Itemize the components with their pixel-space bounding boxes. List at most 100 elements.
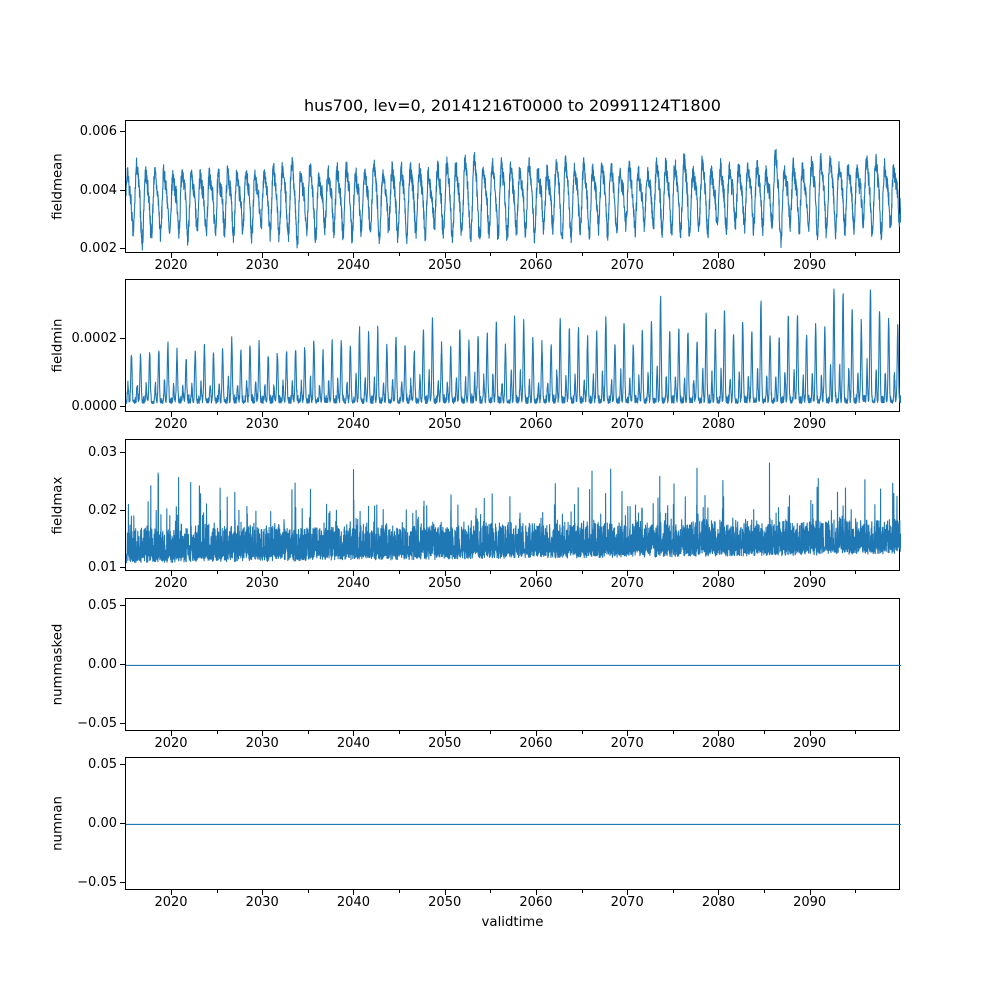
x-tick-label: 2070 [610,735,644,751]
y-tick-label: 0.002 [79,240,117,256]
x-minor-tick-mark [399,890,401,893]
x-tick-mark [444,730,446,736]
x-minor-tick-mark [764,571,766,575]
x-minor-tick-mark [490,730,492,734]
x-tick-mark [444,412,446,418]
x-minor-tick-mark [581,412,583,416]
figure-title: hus700, lev=0, 20141216T0000 to 20991124… [304,96,721,115]
y-tick-mark [120,882,125,884]
x-tick-mark [627,252,629,258]
y-tick-mark [120,509,125,511]
y-axis-label-fieldmax: fieldmax [50,476,66,534]
x-minor-tick-mark [581,252,583,256]
x-tick-label: 2060 [519,417,553,433]
y-tick-mark [120,405,125,407]
x-tick-label: 2020 [154,257,188,273]
x-minor-tick-mark [581,730,583,734]
x-tick-label: 2080 [701,576,735,592]
x-axis-label: validtime [481,915,544,930]
x-tick-label: 2020 [154,735,188,751]
x-tick-label: 2070 [610,257,644,273]
x-minor-tick-mark [307,890,309,893]
subplot-fieldmax [125,438,901,572]
y-tick-mark [120,604,125,606]
y-tick-mark [120,566,125,568]
subplot-fieldmin [125,279,901,413]
x-tick-mark [353,890,355,895]
x-minor-tick-mark [399,730,401,734]
y-tick-mark [120,338,125,340]
y-tick-label: 0.05 [88,597,117,613]
x-minor-tick-mark [399,252,401,256]
y-tick-mark [120,131,125,133]
x-minor-tick-mark [672,890,674,893]
x-tick-mark [718,252,720,258]
x-tick-mark [627,730,629,736]
x-tick-mark [444,890,446,895]
y-tick-label: 0.00 [88,656,117,672]
y-tick-mark [120,663,125,665]
x-tick-label: 2090 [793,735,827,751]
y-tick-label: 0.01 [88,559,117,575]
x-minor-tick-mark [672,571,674,575]
x-tick-label: 2050 [428,257,462,273]
y-tick-label: −0.05 [77,875,117,891]
x-minor-tick-mark [764,252,766,256]
x-minor-tick-mark [307,252,309,256]
y-tick-mark [120,247,125,249]
x-minor-tick-mark [490,252,492,256]
x-tick-label: 2040 [336,576,370,592]
x-minor-tick-mark [855,412,857,416]
x-tick-mark [809,890,811,895]
x-tick-label: 2080 [701,417,735,433]
x-tick-mark [718,730,720,736]
x-tick-mark [535,252,537,258]
x-tick-mark [627,890,629,895]
x-minor-tick-mark [672,412,674,416]
series-line-numnan [126,824,901,826]
x-tick-mark [535,730,537,736]
x-tick-label: 2040 [336,257,370,273]
subplot-numnan [125,757,901,890]
x-tick-mark [444,571,446,577]
x-tick-mark [353,252,355,258]
x-minor-tick-mark [764,412,766,416]
x-tick-mark [809,412,811,418]
x-tick-label: 2040 [336,895,370,910]
x-tick-mark [535,571,537,577]
x-tick-mark [353,412,355,418]
x-tick-label: 2080 [701,735,735,751]
x-tick-mark [809,571,811,577]
y-tick-label: 0.0000 [71,398,118,414]
y-axis-label-nummasked: nummasked [50,623,66,706]
x-tick-mark [170,571,172,577]
x-tick-label: 2030 [245,735,279,751]
x-minor-tick-mark [399,412,401,416]
y-tick-mark [120,452,125,454]
y-tick-label: 0.0002 [71,331,118,347]
x-tick-label: 2090 [793,417,827,433]
x-tick-label: 2070 [610,895,644,910]
x-tick-mark [718,890,720,895]
x-tick-mark [170,730,172,736]
x-tick-label: 2090 [793,257,827,273]
series-line-fieldmean [126,148,901,251]
x-tick-mark [444,252,446,258]
x-minor-tick-mark [216,252,218,256]
x-minor-tick-mark [672,730,674,734]
x-tick-label: 2030 [245,895,279,910]
x-tick-mark [627,571,629,577]
x-tick-mark [535,890,537,895]
y-axis-label-fieldmin: fieldmin [50,318,66,373]
x-tick-label: 2060 [519,735,553,751]
x-tick-label: 2080 [701,895,735,910]
x-tick-mark [262,890,264,895]
x-tick-label: 2070 [610,576,644,592]
y-tick-label: 0.006 [79,124,117,140]
y-tick-label: 0.00 [88,816,117,832]
x-tick-label: 2090 [793,576,827,592]
x-minor-tick-mark [399,571,401,575]
x-tick-label: 2050 [428,735,462,751]
y-tick-mark [120,189,125,191]
